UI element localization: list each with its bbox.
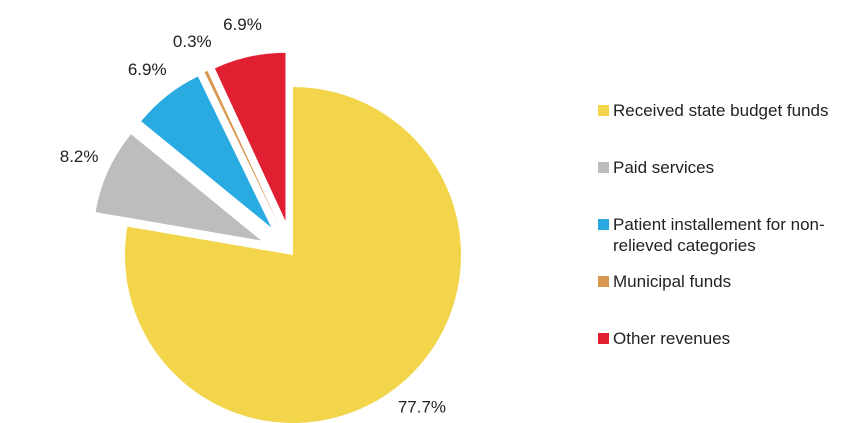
legend-label: Paid services [613, 158, 715, 177]
pie-slice [214, 52, 286, 221]
legend-label: Municipal funds [613, 272, 732, 291]
data-label: 0.3% [173, 32, 212, 51]
legend-swatch [598, 333, 609, 344]
legend-item: Received state budget funds [598, 100, 848, 157]
legend-swatch [598, 105, 609, 116]
legend: Received state budget funds Paid services… [598, 100, 848, 385]
pie-slice [204, 70, 278, 224]
legend-swatch [598, 162, 609, 173]
pie-slice [141, 76, 272, 228]
legend-swatch [598, 276, 609, 287]
legend-item: Other revenues [598, 328, 848, 385]
data-label: 6.9% [223, 15, 262, 34]
legend-label: Other revenues [613, 329, 731, 348]
legend-item: Municipal funds [598, 271, 848, 328]
pie-slice [125, 87, 461, 423]
data-label: 77.7% [398, 397, 446, 416]
legend-item: Paid services [598, 157, 848, 214]
pie-slice [95, 134, 262, 241]
legend-item: Patient installement for non-relieved ca… [598, 214, 848, 271]
legend-label: Patient installement for non-relieved ca… [613, 215, 825, 255]
data-label: 8.2% [60, 147, 99, 166]
legend-label: Received state budget funds [613, 101, 829, 120]
data-label: 6.9% [128, 60, 167, 79]
legend-swatch [598, 219, 609, 230]
